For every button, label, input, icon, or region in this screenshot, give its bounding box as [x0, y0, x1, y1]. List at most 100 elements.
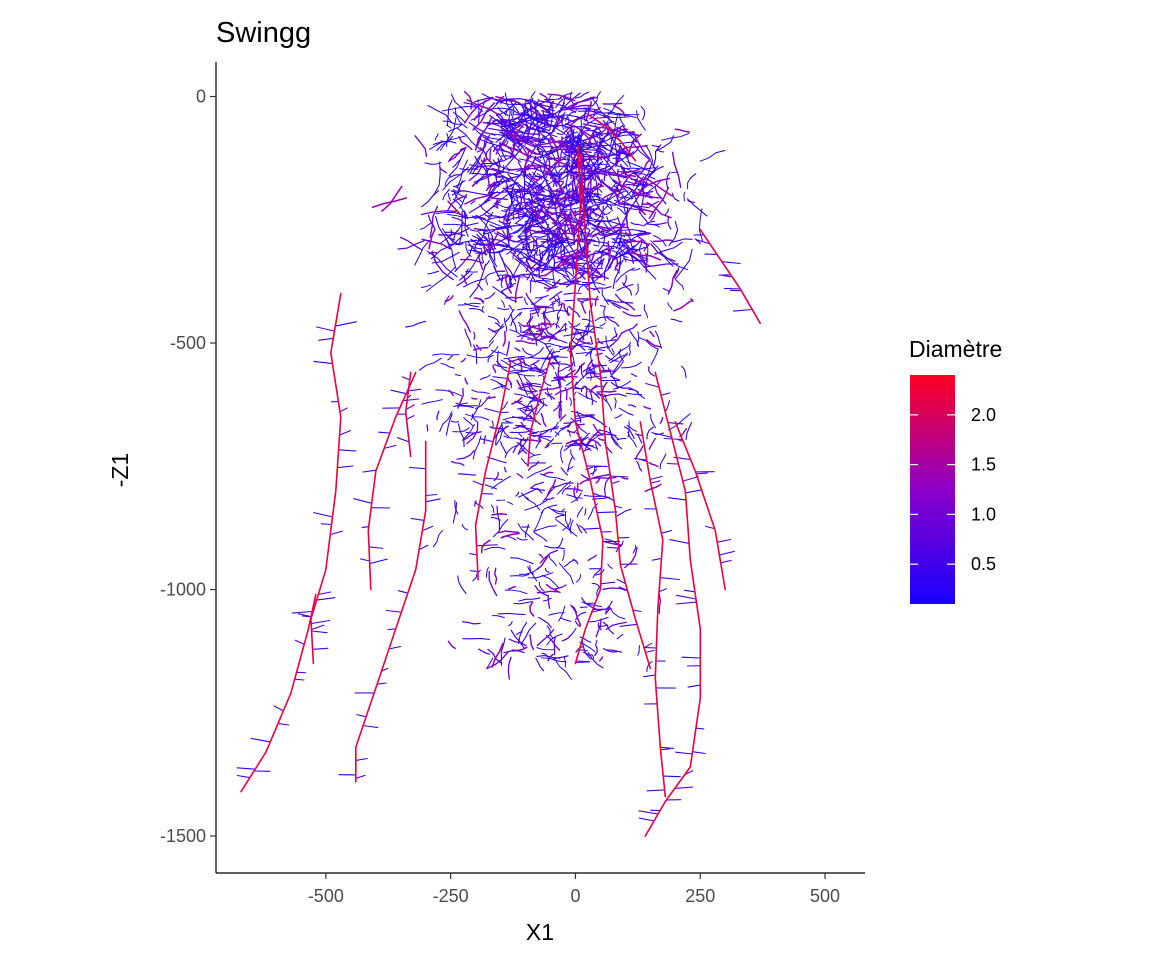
lateral-root	[590, 348, 593, 354]
lateral-root	[467, 138, 486, 173]
lateral-root	[608, 426, 619, 446]
lateral-root	[533, 232, 551, 238]
lateral-root	[456, 159, 468, 188]
lateral-root	[527, 242, 530, 247]
lateral-root	[517, 357, 523, 373]
lateral-root	[518, 204, 542, 210]
lateral-root	[484, 214, 491, 220]
lateral-root	[425, 493, 438, 497]
lateral-root	[515, 211, 528, 224]
lateral-root	[339, 407, 348, 413]
lateral-root	[514, 437, 527, 442]
lateral-root	[452, 159, 461, 168]
lateral-root	[562, 518, 572, 531]
lateral-root	[544, 343, 561, 367]
lateral-root	[470, 172, 492, 176]
lateral-root	[399, 236, 423, 251]
lateral-root	[578, 238, 609, 244]
lateral-root	[484, 292, 496, 300]
lateral-root	[502, 330, 506, 347]
lateral-root	[543, 307, 547, 313]
lateral-root	[426, 267, 456, 292]
lateral-root	[596, 132, 613, 136]
lateral-root	[510, 128, 516, 138]
lateral-root	[585, 375, 602, 379]
lateral-root	[609, 201, 644, 212]
lateral-root	[561, 261, 571, 265]
lateral-root	[483, 546, 506, 551]
lateral-root	[524, 499, 548, 511]
lateral-root	[549, 328, 568, 340]
lateral-root	[564, 123, 595, 139]
lateral-root	[563, 419, 582, 425]
lateral-root	[588, 616, 609, 623]
lateral-root	[616, 633, 624, 640]
lateral-root	[510, 314, 518, 332]
lateral-root	[442, 166, 469, 191]
lateral-root	[568, 96, 597, 108]
lateral-root	[472, 480, 484, 486]
lateral-root	[236, 774, 251, 779]
lateral-root	[362, 724, 379, 729]
lateral-root	[383, 444, 397, 449]
lateral-root	[543, 286, 557, 290]
lateral-root	[502, 282, 517, 292]
lateral-root	[473, 171, 507, 183]
lateral-root	[659, 746, 675, 749]
lateral-root	[616, 149, 631, 155]
lateral-root	[636, 460, 643, 472]
lateral-root	[541, 336, 555, 340]
lateral-root	[584, 508, 587, 516]
lateral-root	[589, 226, 629, 238]
lateral-root	[520, 457, 528, 466]
lateral-root	[615, 257, 619, 268]
lateral-root	[607, 563, 613, 569]
lateral-root	[524, 214, 548, 222]
lateral-root	[463, 417, 474, 427]
lateral-root	[564, 512, 572, 534]
lateral-root	[579, 238, 596, 242]
lateral-root	[470, 399, 482, 421]
lateral-root	[643, 220, 656, 227]
lateral-root	[250, 737, 271, 743]
lateral-root	[519, 137, 545, 152]
lateral-root	[646, 789, 666, 792]
lateral-root	[618, 586, 629, 592]
lateral-root	[626, 424, 638, 432]
lateral-root	[666, 462, 680, 465]
lateral-root	[507, 370, 528, 375]
lateral-root	[426, 424, 429, 432]
lateral-root	[554, 164, 561, 177]
lateral-root	[568, 305, 581, 318]
lateral-root	[563, 559, 575, 567]
lateral-root	[542, 471, 554, 476]
lateral-root	[467, 244, 483, 250]
lateral-root	[533, 220, 557, 252]
lateral-root	[533, 158, 562, 179]
lateral-root	[660, 392, 671, 396]
lateral-root	[541, 574, 560, 589]
lateral-root	[436, 410, 440, 421]
lateral-root	[538, 581, 545, 592]
lateral-root	[487, 315, 500, 324]
lateral-root	[638, 241, 646, 264]
lateral-root	[530, 481, 545, 489]
lateral-root	[600, 232, 632, 236]
lateral-root	[525, 98, 550, 127]
lateral-root	[565, 270, 574, 277]
lateral-root	[458, 135, 473, 151]
lateral-root	[596, 205, 606, 215]
lateral-root	[601, 393, 627, 398]
lateral-root	[494, 322, 501, 328]
lateral-root	[620, 476, 629, 480]
lateral-root	[504, 444, 520, 458]
lateral-root	[674, 248, 693, 280]
lateral-root	[517, 522, 534, 541]
taproot	[404, 371, 412, 458]
lateral-root	[516, 401, 533, 412]
lateral-root	[550, 442, 563, 445]
lateral-root	[615, 267, 635, 283]
lateral-root	[549, 290, 563, 301]
lateral-root	[359, 558, 371, 562]
lateral-root	[533, 525, 557, 532]
